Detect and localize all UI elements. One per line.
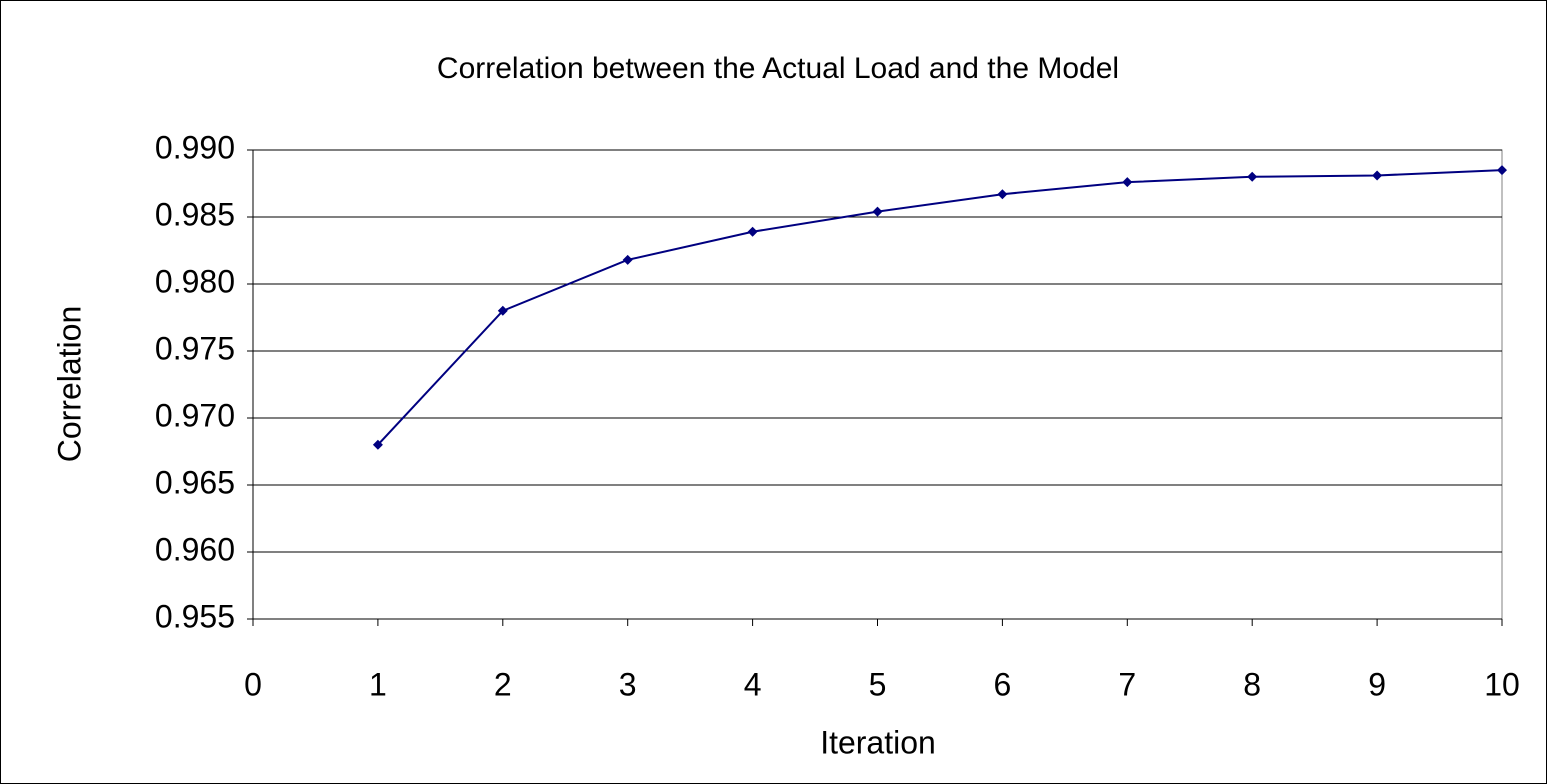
data-point xyxy=(1247,171,1258,182)
x-tick-label: 2 xyxy=(494,666,512,702)
x-axis-label: Iteration xyxy=(820,724,936,760)
data-point xyxy=(997,189,1008,200)
y-axis-label: Correlation xyxy=(51,306,87,463)
x-tick-label: 4 xyxy=(744,666,762,702)
x-tick-label: 5 xyxy=(869,666,887,702)
data-point xyxy=(1122,177,1133,188)
y-tick-label: 0.965 xyxy=(155,464,235,500)
x-tick-label: 1 xyxy=(369,666,387,702)
y-tick-label: 0.960 xyxy=(155,531,235,567)
y-tick-label: 0.990 xyxy=(155,129,235,165)
x-tick-label: 0 xyxy=(244,666,262,702)
data-point xyxy=(872,206,883,217)
x-tick-label: 6 xyxy=(994,666,1012,702)
data-point xyxy=(622,254,633,265)
x-tick-label: 9 xyxy=(1368,666,1386,702)
data-point xyxy=(372,439,383,450)
data-point xyxy=(1497,165,1507,176)
y-tick-label: 0.985 xyxy=(155,196,235,232)
plot-area xyxy=(252,149,1503,620)
x-tick-label: 7 xyxy=(1118,666,1136,702)
data-point xyxy=(1372,170,1383,181)
x-tick-label: 10 xyxy=(1484,666,1520,702)
y-tick-label: 0.955 xyxy=(155,598,235,634)
y-tick-label: 0.975 xyxy=(155,330,235,366)
data-point xyxy=(747,226,758,237)
data-point xyxy=(497,305,508,316)
y-tick-label: 0.980 xyxy=(155,263,235,299)
x-tick-label: 8 xyxy=(1243,666,1261,702)
y-tick-label: 0.970 xyxy=(155,397,235,433)
data-line xyxy=(377,169,1503,446)
chart-title: Correlation between the Actual Load and … xyxy=(437,52,1119,85)
x-tick-label: 3 xyxy=(619,666,637,702)
